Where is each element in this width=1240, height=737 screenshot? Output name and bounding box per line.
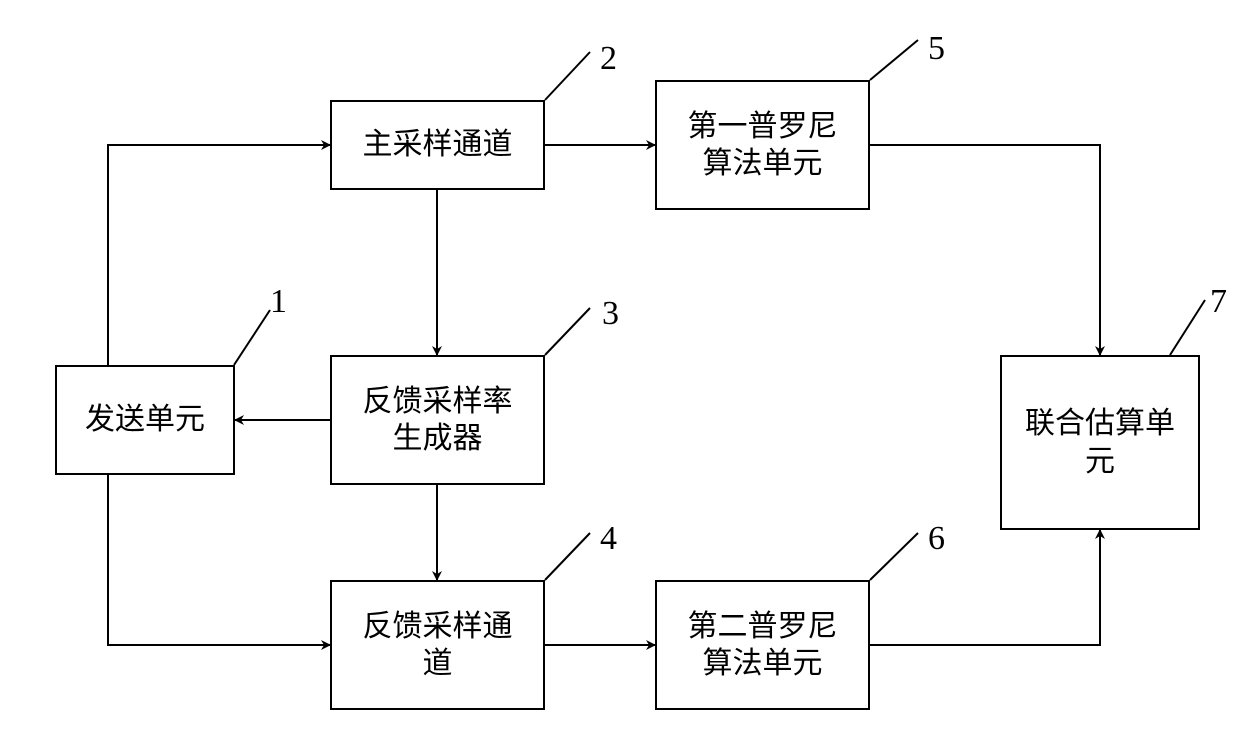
box-label: 第二普罗尼算法单元: [688, 608, 838, 683]
arrow-b1-b2: [108, 145, 330, 365]
arrow-b6-b7: [870, 530, 1100, 645]
box-prony-unit-2: 第二普罗尼算法单元: [655, 580, 870, 710]
callout-tick-n1: [234, 310, 270, 365]
box-label: 反馈采样率生成器: [363, 383, 513, 458]
callout-number-1: 1: [270, 283, 287, 321]
callout-tick-n3: [545, 308, 590, 355]
callout-number-4: 4: [600, 520, 617, 558]
callout-number-3: 3: [602, 295, 619, 333]
box-label: 反馈采样通道: [363, 608, 513, 683]
box-prony-unit-1: 第一普罗尼算法单元: [655, 80, 870, 210]
box-label: 主采样通道: [363, 126, 513, 164]
box-label: 发送单元: [85, 401, 205, 439]
box-send-unit: 发送单元: [55, 365, 235, 475]
arrow-b1-b4: [108, 475, 330, 645]
callout-tick-n5: [870, 40, 918, 80]
callout-tick-n6: [870, 533, 918, 580]
box-joint-estimate-unit: 联合估算单元: [1000, 355, 1200, 530]
callout-number-2: 2: [600, 40, 617, 78]
callout-number-6: 6: [928, 520, 945, 558]
box-label: 第一普罗尼算法单元: [688, 108, 838, 183]
box-feedback-sample-chan: 反馈采样通道: [330, 580, 545, 710]
arrow-b5-b7: [870, 145, 1100, 355]
box-main-sample-channel: 主采样通道: [330, 100, 545, 190]
callout-tick-n4: [545, 533, 590, 580]
diagram-canvas: 发送单元 主采样通道 反馈采样率生成器 反馈采样通道 第一普罗尼算法单元 第二普…: [0, 0, 1240, 737]
callout-tick-n7: [1170, 300, 1205, 355]
callout-tick-n2: [545, 52, 590, 100]
box-feedback-rate-gen: 反馈采样率生成器: [330, 355, 545, 485]
callout-number-7: 7: [1210, 283, 1227, 321]
box-label: 联合估算单元: [1025, 405, 1175, 480]
callout-number-5: 5: [928, 30, 945, 68]
